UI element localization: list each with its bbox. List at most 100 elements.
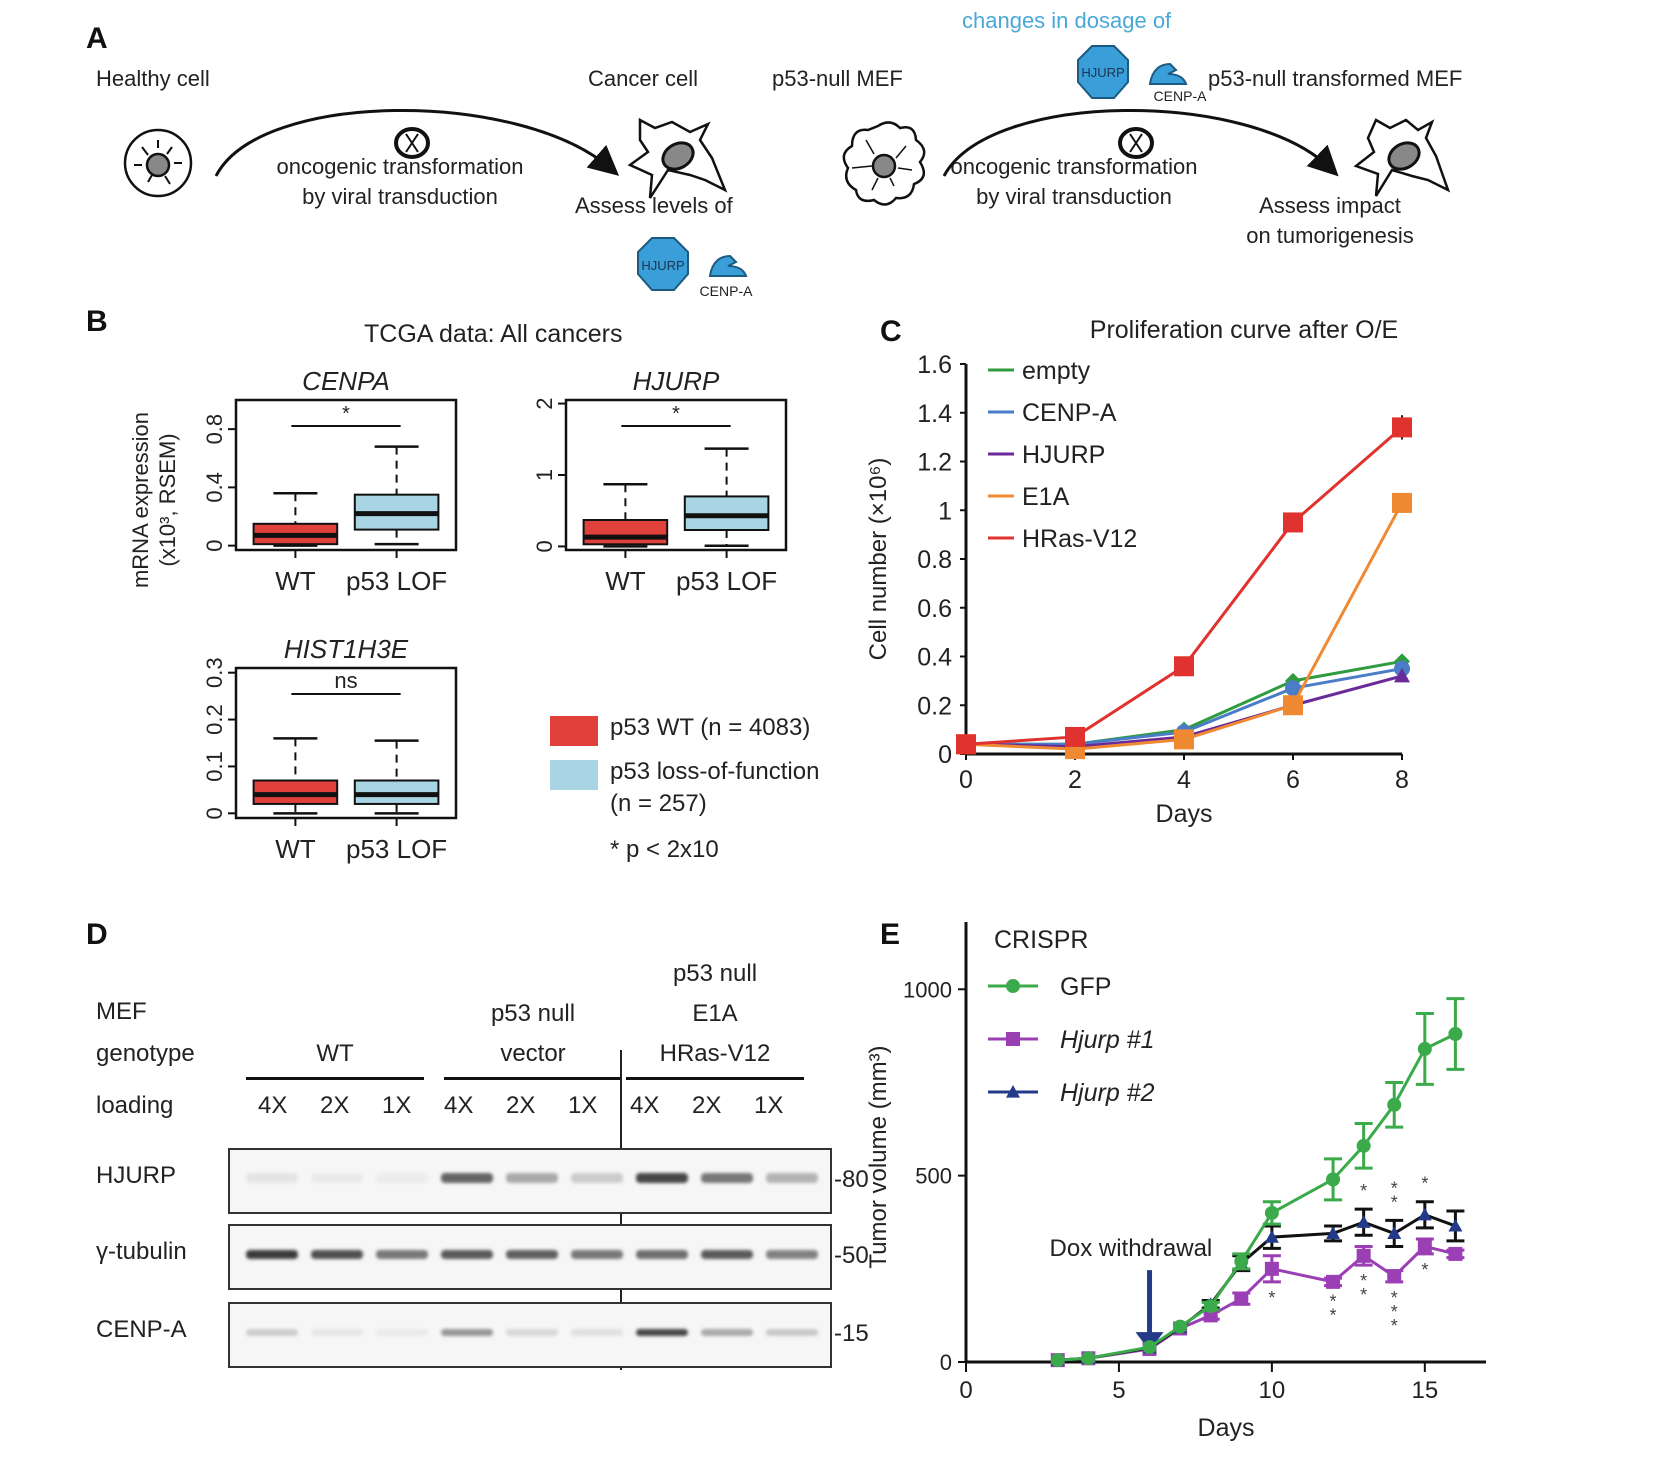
x-tick-label: 10 xyxy=(1259,1377,1286,1404)
y-tick-label: 0 xyxy=(938,741,952,769)
blot-band xyxy=(441,1328,493,1336)
data-point xyxy=(1387,1097,1402,1112)
boxplot-cenpa: CENPA 0 0.4 0.8 WT p53 LOF * xyxy=(202,366,458,596)
lane-label: 1X xyxy=(382,1092,412,1119)
molecular-weight-marker: -15 xyxy=(834,1320,869,1347)
blot-membrane xyxy=(228,1148,832,1214)
data-point xyxy=(1050,1353,1065,1368)
panel-a-letter: A xyxy=(86,22,108,55)
blot-band xyxy=(636,1173,688,1183)
blot-band xyxy=(571,1249,623,1259)
legend-label: Hjurp #1 xyxy=(1060,1026,1155,1054)
panel-b-title: TCGA data: All cancers xyxy=(364,320,623,348)
x-tick-label: p53 LOF xyxy=(676,566,777,596)
y-tick-label: 0 xyxy=(940,1350,952,1375)
y-tick-label: 0 xyxy=(202,807,227,819)
legend-label: CENP-A xyxy=(1022,399,1117,427)
blot-band xyxy=(376,1173,428,1183)
p53-null-mef-label: p53-null MEF xyxy=(772,66,903,91)
significance-star: * xyxy=(1360,1181,1367,1201)
changes-dosage-label: changes in dosage of xyxy=(962,8,1172,33)
blot-band xyxy=(246,1249,298,1259)
blot-band xyxy=(441,1173,493,1183)
data-point xyxy=(1081,1351,1096,1366)
data-point xyxy=(1203,1299,1218,1314)
blot-band xyxy=(246,1328,298,1336)
healthy-cell-label: Healthy cell xyxy=(96,66,210,91)
panel-b-footnote: * p < 2x10 xyxy=(610,836,719,863)
blot-band xyxy=(766,1249,818,1259)
panel-c-letter: C xyxy=(880,315,902,348)
data-point xyxy=(1417,1041,1432,1056)
x-axis-label: Days xyxy=(1198,1414,1255,1442)
transformation-arrow-1 xyxy=(214,109,620,177)
boxplot-hjurp: HJURP 0 1 2 WT p53 LOF * xyxy=(532,366,788,596)
data-point xyxy=(1356,1215,1371,1228)
genotype-label: E1A xyxy=(692,1000,738,1027)
hjurp-dosage-icon: HJURP xyxy=(1077,45,1129,99)
svg-text:CENP-A: CENP-A xyxy=(1154,88,1208,104)
boxplot-title: HJURP xyxy=(633,366,720,396)
western-blot: MEF genotype loading WT 4X 2X 1X p53 null vector… xyxy=(96,960,869,1370)
data-point xyxy=(1264,1205,1279,1220)
data-point xyxy=(1283,695,1303,716)
legend-marker xyxy=(1006,979,1020,993)
y-tick-label: 0 xyxy=(202,540,227,552)
blot-band xyxy=(441,1249,493,1259)
data-point xyxy=(1392,492,1412,513)
y-tick-label: 0.2 xyxy=(202,704,227,735)
panel-d-letter: D xyxy=(86,918,108,951)
x-tick-label: p53 LOF xyxy=(346,834,447,864)
data-point xyxy=(956,734,976,755)
blot-membrane xyxy=(228,1224,832,1290)
legend-marker xyxy=(1006,1085,1020,1098)
svg-text:CENP-A: CENP-A xyxy=(700,283,754,299)
significance-label: * xyxy=(342,403,350,425)
panel-e-letter: E xyxy=(880,918,901,951)
y-tick-label: 1 xyxy=(938,497,952,525)
significance-star: * xyxy=(1391,1302,1398,1322)
transformation-line-2: by viral transduction xyxy=(302,184,498,209)
x-tick-label: WT xyxy=(275,566,316,596)
panel-a-diagram: HJURP CENP-A HJURP CENP-A xyxy=(123,45,1451,299)
healthy-cell-icon xyxy=(123,128,193,198)
tumor-volume-chart: 0 500 1000 0 5 10 15 Days Tumor volume (mm³) Dox … xyxy=(865,922,1486,1442)
row-label-loading: loading xyxy=(96,1092,174,1119)
data-point xyxy=(1448,1246,1463,1261)
row-label-mef: MEF xyxy=(96,998,147,1025)
virus-icon-1 xyxy=(394,127,430,159)
virus-icon-2 xyxy=(1118,127,1154,159)
legend-label-lof-1: p53 loss-of-function xyxy=(610,758,820,785)
y-tick-label: 500 xyxy=(915,1164,952,1189)
blot-band xyxy=(376,1249,428,1259)
blot-band xyxy=(376,1328,428,1336)
hjurp-protein-icon: HJURP xyxy=(637,237,689,291)
blot-band xyxy=(506,1328,558,1336)
significance-star: * xyxy=(1421,1260,1428,1280)
y-tick-label: 1 xyxy=(532,469,557,481)
x-tick-label: 4 xyxy=(1177,766,1191,794)
data-point xyxy=(1264,1261,1279,1276)
blot-band xyxy=(506,1249,558,1259)
y-tick-label: 0.4 xyxy=(917,644,952,672)
p53-null-transformed-label: p53-null transformed MEF xyxy=(1208,66,1463,91)
x-tick-label: 6 xyxy=(1286,766,1300,794)
transformation-text-2: oncogenic transformation by viral transd… xyxy=(924,154,1224,210)
legend-label: HRas-V12 xyxy=(1022,525,1137,553)
p53-null-mef-icon xyxy=(842,121,926,206)
data-point xyxy=(1174,656,1194,677)
blot-label: CENP-A xyxy=(96,1316,187,1343)
data-point xyxy=(1283,512,1303,533)
boxplot-title: HIST1H3E xyxy=(284,634,409,664)
data-point xyxy=(1285,680,1301,697)
genotype-label: p53 null xyxy=(672,960,758,987)
y-tick-label: 1.4 xyxy=(917,400,952,428)
transformation-line-2b: by viral transduction xyxy=(976,184,1172,209)
data-point xyxy=(1356,1138,1371,1153)
genotype-underline xyxy=(626,1077,804,1080)
proliferation-chart: Proliferation curve after O/E 0 0.2 0.4 0.6 0… xyxy=(865,316,1412,828)
cancer-cell-label: Cancer cell xyxy=(588,66,699,91)
y-tick-label: 0.3 xyxy=(202,657,227,688)
data-point xyxy=(1387,1269,1402,1284)
y-axis-label: Cell number (×10⁶) xyxy=(865,458,892,661)
